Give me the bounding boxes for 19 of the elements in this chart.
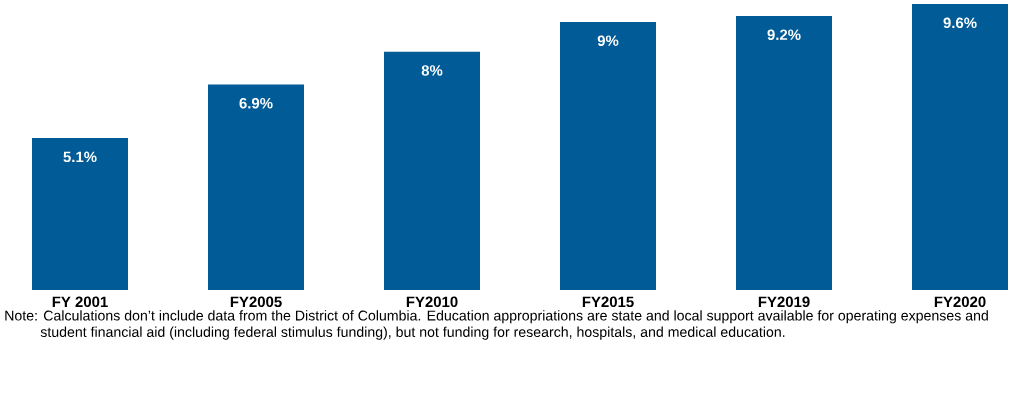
data-label: 9% — [597, 35, 619, 46]
bar — [912, 4, 1009, 290]
bar — [384, 51, 480, 290]
data-label: 9.6% — [943, 17, 977, 29]
x-tick-label: FY2010 — [406, 296, 458, 308]
data-label: 9.2% — [767, 29, 801, 41]
data-label: 6.9% — [239, 97, 273, 109]
text: Note: Calculations don’t include data from the District of Columbia. Education appropriations are state and local support available for operating expenses and student financial aid (including federal stimulus funding), but not funding for research, hospitals, and medical education. — [5, 310, 988, 340]
bar — [736, 15, 832, 290]
x-tick-label: FY2015 — [582, 296, 634, 308]
bar — [208, 84, 304, 290]
x-tick-label: FY2019 — [758, 296, 810, 308]
x-tick-label: FY2020 — [934, 296, 986, 308]
bar — [560, 21, 656, 290]
data-label: 5.1% — [63, 151, 97, 163]
data-label: 8% — [421, 65, 443, 76]
x-tick-label: FY2005 — [230, 296, 282, 308]
bar — [32, 138, 128, 290]
x-tick-label: FY 2001 — [52, 296, 108, 308]
